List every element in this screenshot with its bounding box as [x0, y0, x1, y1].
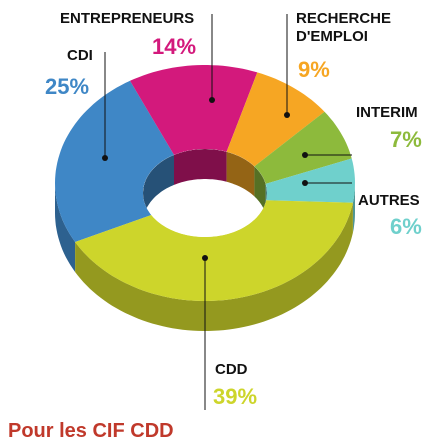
leader-dot: [302, 180, 308, 186]
category-label: RECHERCHE D'EMPLOI: [296, 10, 392, 45]
slice: [265, 158, 355, 203]
category-label: ENTREPRENEURS: [60, 10, 195, 27]
hole-wall-part: [143, 154, 174, 223]
category-label: CDD: [215, 361, 248, 378]
slice: [226, 72, 325, 167]
slice: [75, 200, 353, 301]
value-label: 25%: [45, 74, 90, 99]
hole-wall-part: [226, 151, 255, 197]
leader-dot: [302, 152, 308, 158]
slice: [254, 111, 352, 184]
leader-dot: [209, 97, 215, 103]
leader-dot: [284, 112, 290, 118]
chart-title: Pour les CIF CDD: [8, 420, 174, 442]
value-label: 9%: [298, 57, 330, 82]
category-label: INTERIM: [356, 104, 418, 121]
category-label: AUTRES: [358, 192, 420, 209]
value-label: 14%: [152, 34, 197, 59]
value-label: 6%: [390, 214, 422, 239]
value-label: 39%: [213, 384, 258, 409]
category-label: CDI: [67, 47, 93, 64]
slice-side: [55, 183, 76, 272]
leader-dot: [102, 155, 108, 161]
hole-wall: [143, 149, 267, 223]
hole-wall-part: [254, 166, 266, 214]
slice-side: [75, 202, 353, 331]
slice-side: [352, 183, 355, 233]
hole-wall-part: [174, 149, 227, 185]
value-label: 7%: [390, 127, 422, 152]
slice: [130, 65, 258, 155]
leader-dot: [202, 255, 208, 261]
